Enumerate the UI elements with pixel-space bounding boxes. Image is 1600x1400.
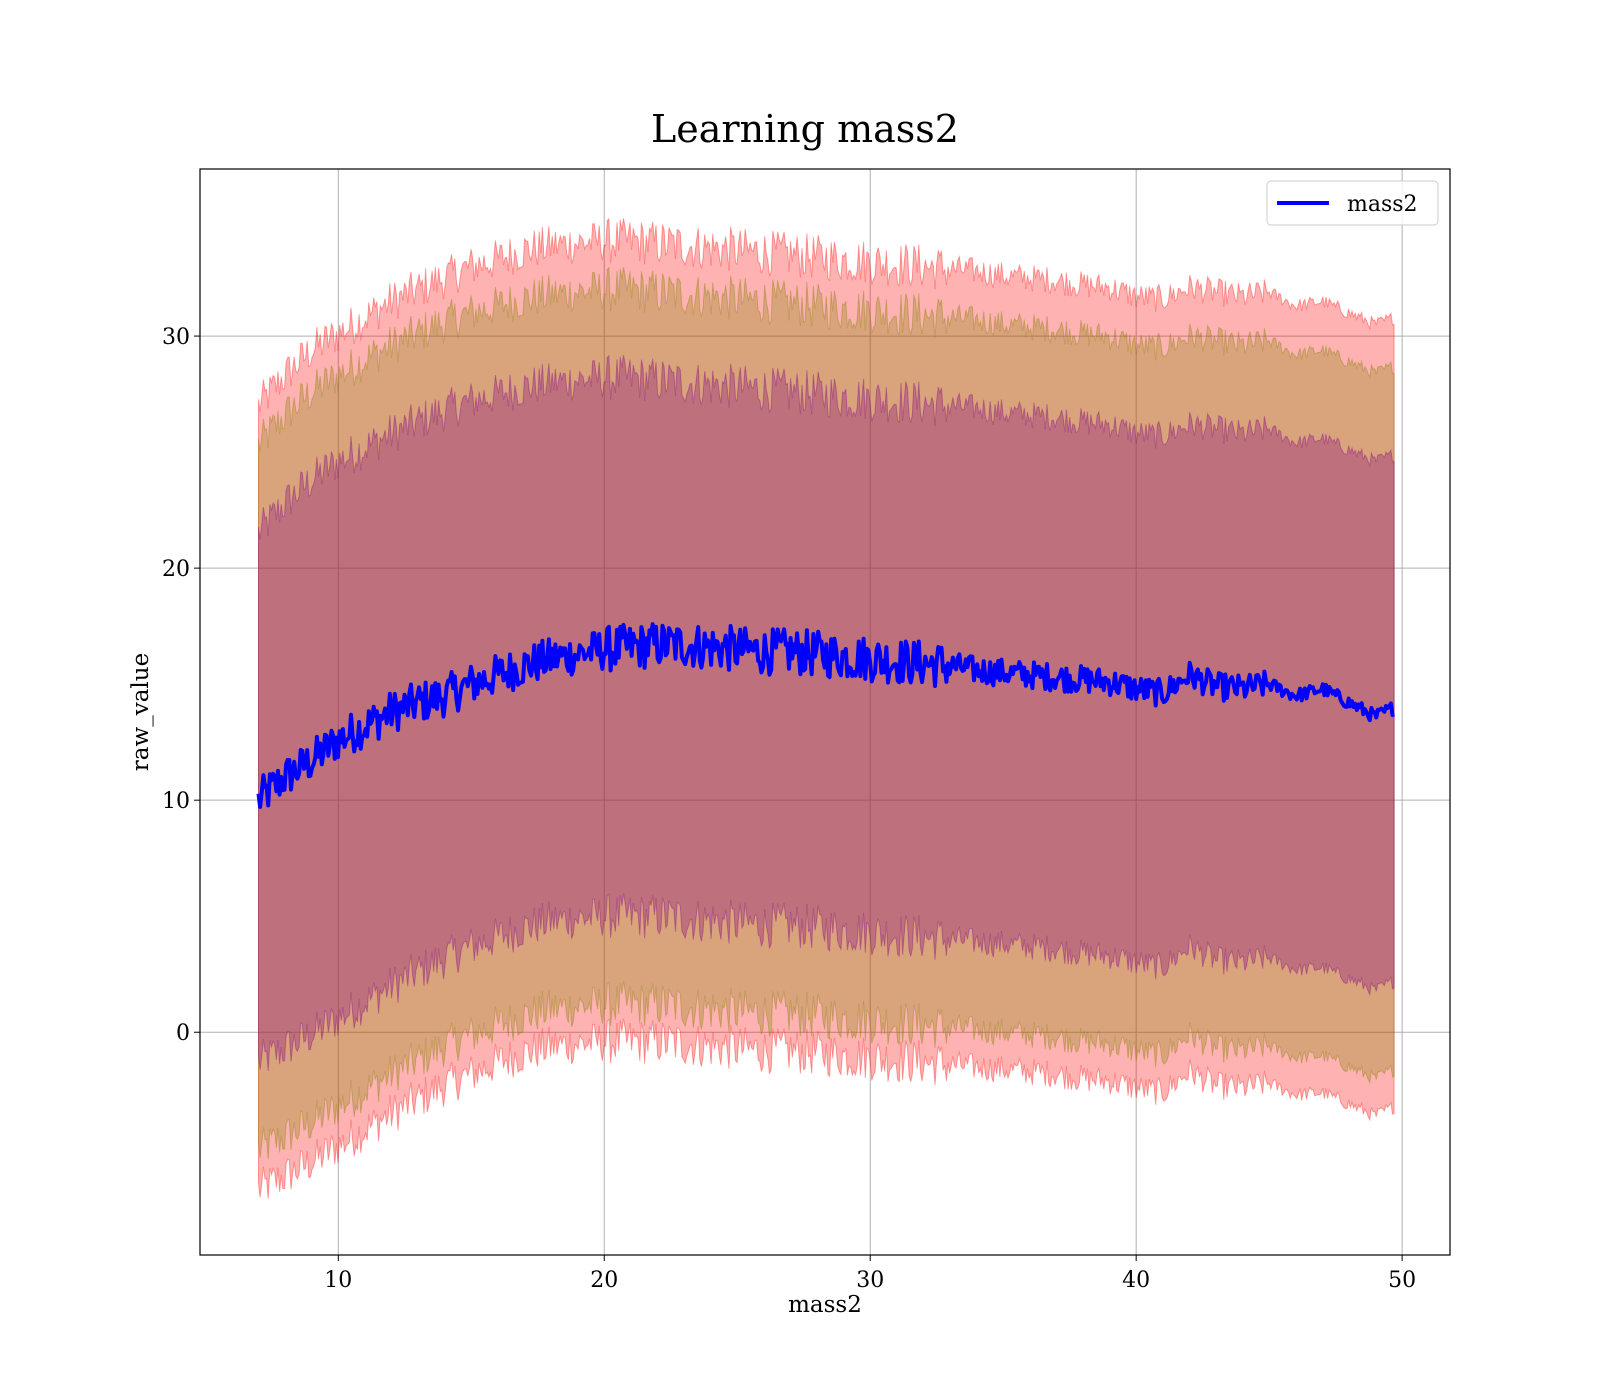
x-tick-label-2: 30 (856, 1268, 884, 1293)
chart-title: Learning mass2 (651, 107, 959, 151)
y-axis-label: raw_value (128, 653, 154, 771)
x-tick-label-3: 40 (1122, 1268, 1150, 1293)
legend: mass2 (1266, 180, 1439, 226)
grid (200, 169, 1450, 1255)
y-tick-label-0: 0 (176, 1021, 190, 1046)
y-axis-ticks: 0 10 20 30 (162, 325, 200, 1046)
x-axis-label: mass2 (788, 1292, 862, 1318)
plot-frame (199, 168, 1451, 1256)
series-line-mass2 (256, 622, 1395, 809)
series-lines (256, 622, 1395, 809)
x-tick-label-4: 50 (1388, 1268, 1416, 1293)
y-tick-label-1: 10 (162, 789, 190, 814)
x-tick-label-0: 10 (324, 1268, 352, 1293)
legend-box (1266, 180, 1439, 226)
y-tick-label-2: 20 (162, 557, 190, 582)
confidence-bands (258, 217, 1395, 1199)
confidence-band-0 (258, 217, 1395, 1199)
confidence-band-2 (258, 354, 1395, 1072)
confidence-band-1 (258, 266, 1395, 1160)
legend-label-mass2: mass2 (1347, 192, 1418, 217)
y-tick-label-3: 30 (162, 325, 190, 350)
x-tick-label-1: 20 (590, 1268, 618, 1293)
x-axis-ticks: 10 20 30 40 50 (324, 1255, 1416, 1293)
